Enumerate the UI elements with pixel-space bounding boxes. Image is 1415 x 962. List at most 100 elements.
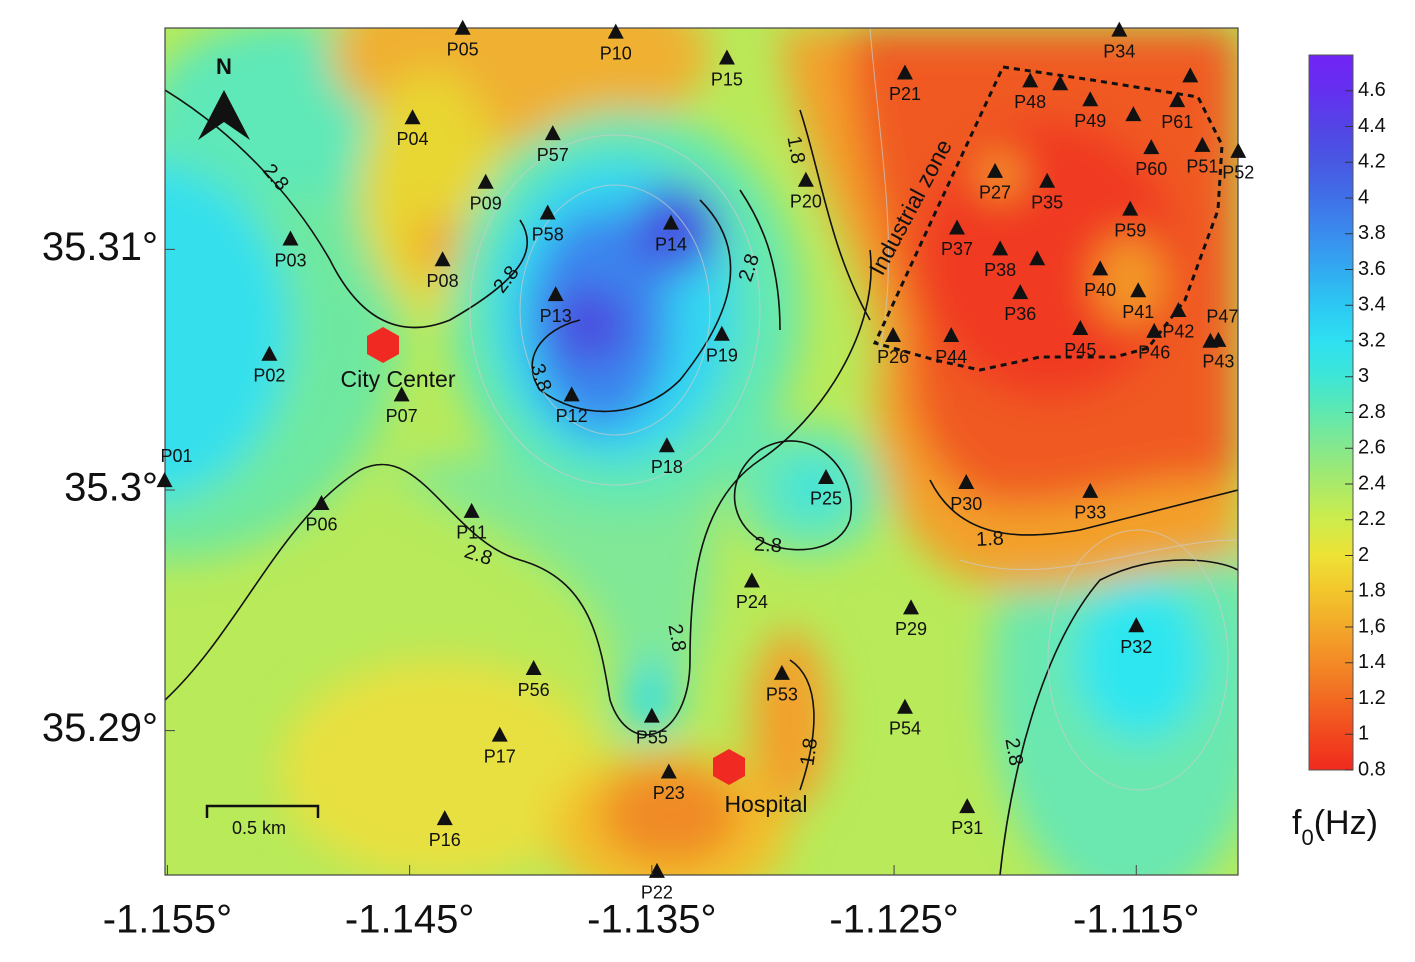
station-label: P10	[600, 43, 632, 63]
station	[949, 219, 966, 235]
station-label: P25	[810, 489, 842, 509]
contour-label: 2.8	[663, 622, 689, 653]
x-tick-label: -1.155°	[103, 898, 232, 942]
station-label: P11	[456, 523, 487, 543]
station-label: P24	[736, 592, 768, 612]
station-label: P07	[386, 406, 418, 426]
station	[1052, 75, 1069, 91]
station-label: P23	[653, 783, 685, 803]
station-label: P26	[877, 347, 909, 367]
station-label: P29	[895, 619, 927, 639]
station	[648, 862, 665, 878]
station-label: P31	[951, 818, 983, 838]
y-tick-label: 35.3°	[64, 466, 158, 510]
station-label: P48	[1014, 92, 1046, 112]
station	[1169, 92, 1186, 108]
hospital-marker	[713, 749, 745, 785]
station	[313, 494, 330, 510]
contour-lines	[165, 89, 1238, 875]
station-label: P32	[1120, 637, 1152, 657]
station-label: P08	[427, 271, 459, 291]
landmark-label: Hospital	[724, 791, 807, 817]
station	[525, 660, 542, 676]
station-label: P17	[484, 746, 516, 766]
colorbar-tick-label: 4.6	[1358, 79, 1386, 101]
station-label: P34	[1103, 41, 1135, 61]
station-label: P40	[1084, 280, 1116, 300]
station-label: P58	[532, 224, 564, 244]
colorbar-tick-label: 4.2	[1358, 151, 1386, 173]
colorbar-tick-label: 3.2	[1358, 329, 1386, 351]
station	[1082, 482, 1099, 498]
station-label: P04	[397, 129, 429, 149]
colorbar-tick-label: 1.8	[1358, 580, 1386, 602]
colorbar-tick-label: 2	[1358, 544, 1369, 566]
station-label: P27	[979, 183, 1011, 203]
colorbar-tick-label: 3.6	[1358, 258, 1386, 280]
station	[547, 286, 564, 302]
y-tick-label: 35.31°	[42, 225, 158, 269]
station	[491, 726, 508, 742]
contour-label: 2.8	[753, 533, 782, 557]
north-arrow: N	[198, 54, 250, 140]
x-tick-label: -1.125°	[829, 898, 958, 942]
station	[434, 251, 451, 267]
station-label: P35	[1031, 193, 1063, 213]
station-label: P22	[641, 883, 673, 903]
station	[282, 230, 299, 246]
colorbar-tick-label: 0.8	[1358, 758, 1386, 780]
station-label: P60	[1135, 159, 1167, 179]
station	[454, 19, 471, 35]
x-tick-label: -1.115°	[1073, 898, 1199, 942]
station-label: P56	[518, 680, 550, 700]
station	[658, 437, 675, 453]
station	[987, 162, 1004, 178]
y-tick-label: 35.29°	[42, 706, 158, 750]
station-label: P36	[1004, 304, 1036, 324]
colorbar-tick-label: 4	[1358, 186, 1369, 208]
station	[1125, 106, 1142, 122]
station	[773, 664, 790, 680]
station	[1039, 172, 1056, 188]
north-label: N	[216, 54, 232, 79]
industrial-zone-boundary	[872, 65, 1224, 372]
station	[1143, 139, 1160, 155]
map-frame	[164, 27, 1239, 876]
station-label: P01	[160, 446, 192, 466]
station	[896, 64, 913, 80]
station-label: P43	[1202, 352, 1234, 372]
station-label: P46	[1138, 343, 1170, 363]
colorbar-tick-label: 2.8	[1358, 401, 1386, 423]
station	[156, 472, 173, 488]
station-label: P38	[984, 260, 1016, 280]
colorbar-tick-label: 3	[1358, 365, 1369, 387]
contour-field	[165, 28, 1238, 875]
station	[817, 468, 834, 484]
station-label: P13	[540, 306, 572, 326]
station-label: P15	[711, 69, 743, 89]
station	[1082, 91, 1099, 107]
station-label: P53	[766, 685, 798, 705]
contour-lines-minor	[469, 28, 1238, 791]
colorbar-tick-label: 1,6	[1358, 615, 1386, 637]
station-label: P57	[537, 145, 569, 165]
station-label: P52	[1222, 163, 1254, 183]
station-label: P55	[636, 727, 668, 747]
station-label: P30	[950, 494, 982, 514]
station-label: P18	[651, 457, 683, 477]
colorbar-tick-label: 4.4	[1358, 115, 1386, 137]
station	[539, 204, 556, 220]
station	[797, 171, 814, 187]
contour-label: 1.8	[796, 737, 822, 768]
station-label: P61	[1161, 112, 1193, 132]
landmark-label: City Center	[340, 366, 455, 392]
station	[544, 125, 561, 141]
station	[896, 698, 913, 714]
colorbar-tick-label: 2.6	[1358, 437, 1386, 459]
station-label: P42	[1162, 322, 1194, 342]
city-center-marker	[367, 327, 399, 363]
station	[393, 386, 410, 402]
station	[662, 214, 679, 230]
station	[1012, 284, 1029, 300]
